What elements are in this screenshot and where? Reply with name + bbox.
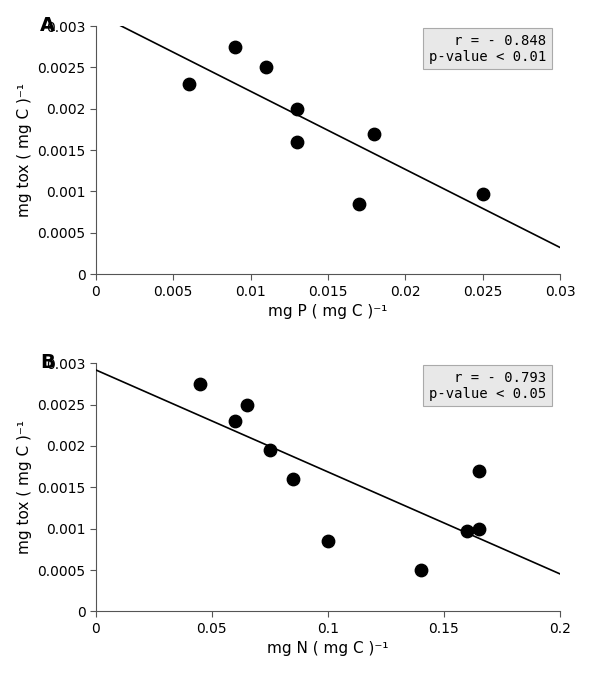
Point <box>261 62 271 73</box>
Point <box>195 379 205 390</box>
Y-axis label: mg tox ( mg C )⁻¹: mg tox ( mg C )⁻¹ <box>17 83 31 217</box>
Point <box>474 466 484 476</box>
Point <box>184 79 194 90</box>
Y-axis label: mg tox ( mg C )⁻¹: mg tox ( mg C )⁻¹ <box>17 421 31 555</box>
Text: A: A <box>40 16 55 35</box>
Text: B: B <box>40 353 55 372</box>
X-axis label: mg N ( mg C )⁻¹: mg N ( mg C )⁻¹ <box>267 641 389 656</box>
Point <box>265 445 275 456</box>
Point <box>230 41 240 52</box>
Point <box>292 104 302 114</box>
Point <box>292 137 302 147</box>
Text: r = - 0.793
p-value < 0.05: r = - 0.793 p-value < 0.05 <box>429 371 546 401</box>
Point <box>230 416 240 427</box>
Point <box>288 474 298 485</box>
Point <box>474 524 484 534</box>
Point <box>416 565 426 575</box>
Point <box>462 526 472 536</box>
Point <box>369 128 379 139</box>
Text: r = - 0.848
p-value < 0.01: r = - 0.848 p-value < 0.01 <box>429 34 546 64</box>
Point <box>323 536 333 546</box>
Point <box>354 199 363 209</box>
X-axis label: mg P ( mg C )⁻¹: mg P ( mg C )⁻¹ <box>268 304 388 319</box>
Point <box>242 399 252 410</box>
Point <box>478 188 487 199</box>
